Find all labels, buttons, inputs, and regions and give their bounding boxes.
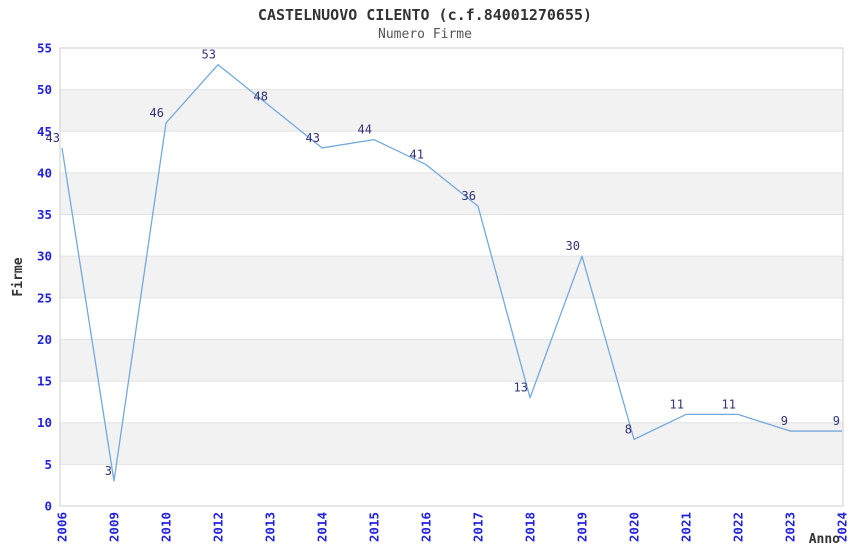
data-label: 43 [306,131,320,145]
x-tick-label: 2010 [159,512,174,542]
x-tick-label: 2024 [835,512,850,542]
chart-subtitle: Numero Firme [378,27,472,42]
data-label: 9 [781,414,788,428]
data-label: 13 [514,381,528,395]
x-tick-label: 2009 [107,512,122,542]
x-tick-label: 2021 [679,512,694,542]
data-label: 11 [670,397,684,411]
y-tick-label: 5 [44,457,52,472]
data-label: 9 [833,414,840,428]
y-tick-label: 25 [37,290,52,305]
data-label: 30 [566,239,580,253]
x-tick-label: 2017 [471,512,486,542]
y-tick-label: 15 [37,374,52,389]
grid-band [60,256,843,298]
y-tick-label: 35 [37,207,52,222]
grid-band [60,89,843,132]
y-tick-label: 10 [37,415,52,430]
y-tick-label: 40 [37,165,52,180]
y-axis-title: Firme [11,257,26,296]
x-tick-label: 2016 [419,512,434,542]
y-tick-label: 45 [37,124,52,139]
data-label: 48 [254,89,268,103]
y-tick-label: 30 [37,249,52,264]
data-label: 36 [462,189,476,203]
x-tick-label: 2018 [523,512,538,542]
x-tick-label: 2020 [627,512,642,542]
data-label: 8 [625,422,632,436]
data-label: 46 [150,106,164,120]
data-label: 44 [358,123,372,137]
data-label: 53 [202,48,216,62]
x-tick-label: 2019 [575,512,590,542]
y-tick-label: 55 [37,41,52,56]
x-tick-label: 2014 [315,512,330,542]
data-label: 11 [722,397,736,411]
data-label: 43 [46,131,60,145]
x-tick-label: 2013 [263,512,278,542]
x-tick-label: 2012 [211,512,226,542]
series-line [61,64,842,482]
x-tick-label: 2015 [367,512,382,542]
x-axis-title: Anno [809,532,840,547]
grid-band [60,339,843,382]
data-label: 3 [105,464,112,478]
data-label: 41 [410,148,424,162]
x-tick-label: 2022 [731,512,746,542]
x-tick-label: 2023 [783,512,798,542]
y-tick-label: 50 [37,82,52,97]
grid-band [60,172,843,215]
chart-title: CASTELNUOVO CILENTO (c.f.84001270655) [257,6,593,24]
y-tick-label: 20 [37,332,52,347]
x-tick-label: 2006 [55,512,70,542]
grid-band [60,422,843,465]
plot-border [59,47,844,507]
y-tick-label: 0 [44,499,52,514]
